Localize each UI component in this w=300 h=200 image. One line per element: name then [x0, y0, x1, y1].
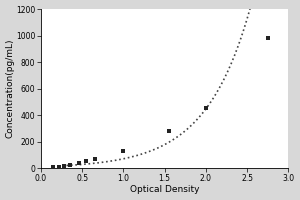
Y-axis label: Concentration(pg/mL): Concentration(pg/mL): [6, 39, 15, 138]
X-axis label: Optical Density: Optical Density: [130, 185, 200, 194]
